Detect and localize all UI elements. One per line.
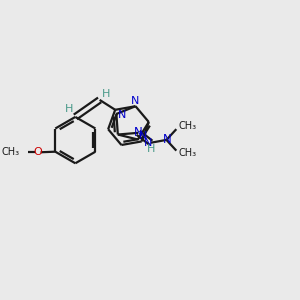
Text: N: N — [131, 96, 140, 106]
Text: O: O — [33, 147, 42, 157]
Text: N: N — [163, 133, 171, 146]
Text: CH₃: CH₃ — [178, 121, 197, 131]
Text: CH₃: CH₃ — [178, 148, 197, 158]
Text: N: N — [118, 110, 126, 120]
Text: CH₃: CH₃ — [1, 147, 20, 157]
Text: H: H — [102, 89, 110, 99]
Text: H: H — [65, 104, 73, 114]
Text: H: H — [147, 144, 156, 154]
Text: N: N — [144, 138, 152, 148]
Text: N: N — [134, 126, 143, 139]
Text: N: N — [139, 130, 147, 141]
